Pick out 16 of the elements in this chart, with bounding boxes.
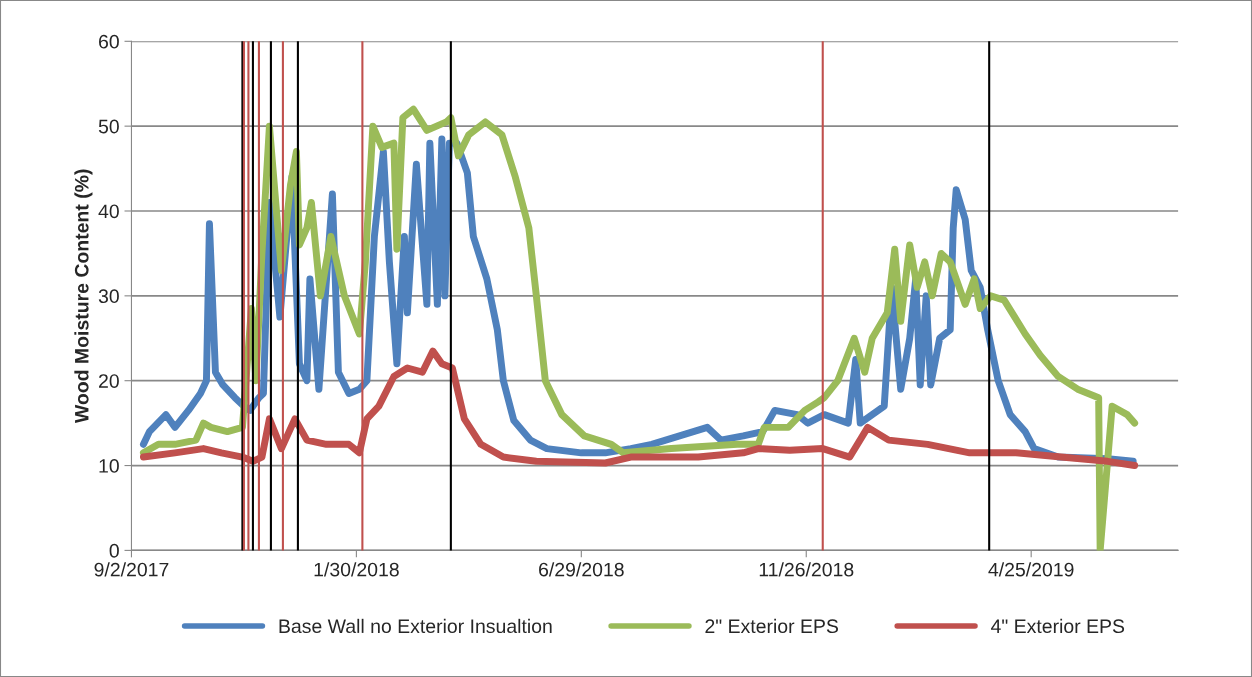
y-axis-title: Wood Moisture Content (%) xyxy=(74,169,93,424)
y-tick-label: 10 xyxy=(99,459,119,473)
y-tick-label: 0 xyxy=(109,543,119,558)
x-tick-label: 9/2/2017 xyxy=(94,562,169,577)
y-tick-label: 20 xyxy=(99,374,119,388)
y-tick-label: 30 xyxy=(98,289,119,304)
x-tick-label: 1/30/2018 xyxy=(314,562,399,577)
legend-label: Base Wall no Exterior Insualtion xyxy=(279,618,552,634)
y-tick-label: 50 xyxy=(98,119,119,134)
y-tick-label: 60 xyxy=(99,34,119,49)
y-tick-label: 40 xyxy=(98,204,119,219)
legend-label: 4" Exterior EPS xyxy=(991,618,1125,634)
x-tick-label: 6/29/2018 xyxy=(539,562,624,577)
x-tick-label: 11/26/2018 xyxy=(759,562,854,577)
legend-label: 2" Exterior EPS xyxy=(705,618,838,634)
x-tick-label: 4/25/2019 xyxy=(988,562,1074,577)
